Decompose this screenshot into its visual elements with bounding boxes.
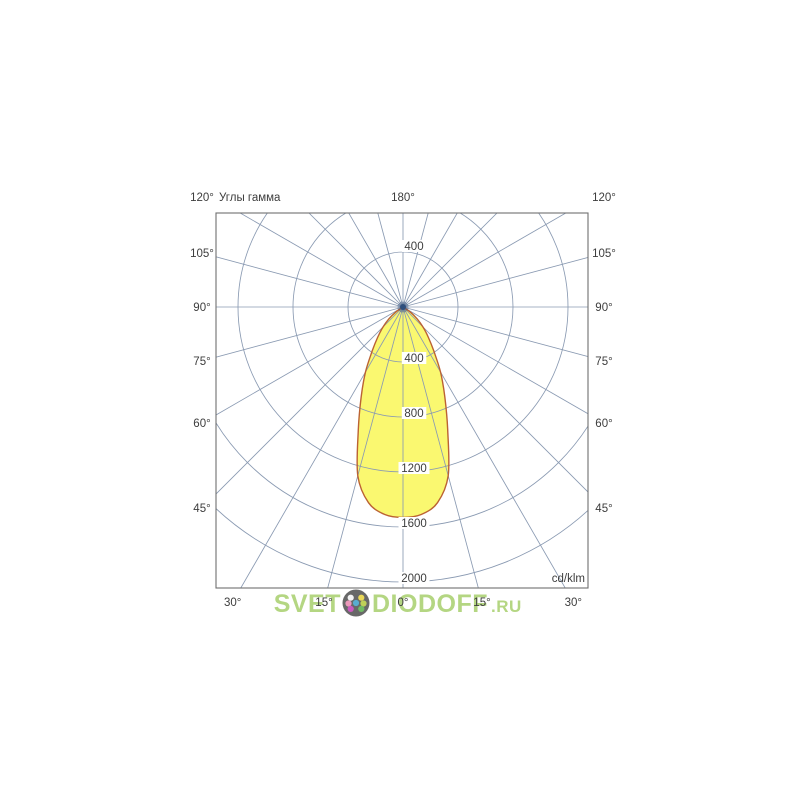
- tick-label-bg: [401, 240, 427, 252]
- watermark-text-prefix: SVET: [274, 590, 341, 618]
- side-angle-label-left: 75°: [193, 356, 210, 368]
- tick-label-bg: [398, 572, 430, 584]
- bottom-angle-label: 15°: [315, 597, 332, 609]
- grid-radial-line: [216, 306, 404, 358]
- plot-border: [215, 212, 589, 589]
- grid-radial-line: [402, 306, 479, 588]
- side-angle-label-right: 90°: [595, 302, 612, 314]
- radial-tick-labels: 400 400 800 1200 1600 2000: [398, 240, 430, 585]
- grid-radial-line: [377, 213, 404, 308]
- tick-label-bg: [401, 407, 427, 419]
- grid-radial-line: [308, 213, 404, 308]
- grid-radial-line: [402, 306, 588, 358]
- logo-dot: [358, 594, 365, 601]
- side-angle-label-left: 45°: [193, 503, 210, 515]
- bottom-angle-label: 30°: [565, 597, 582, 609]
- side-angle-label-right: 60°: [595, 418, 612, 430]
- top-angle-label: 180°: [391, 192, 415, 204]
- watermark-text-tld: .RU: [491, 597, 522, 616]
- logo-dot: [347, 594, 354, 601]
- grid-radial-line: [402, 306, 588, 415]
- radial-tick-label: 1600: [401, 518, 427, 530]
- side-angle-label-right: 105°: [592, 248, 616, 260]
- bottom-angle-label: 15°: [473, 597, 490, 609]
- units-label: cd/klm: [552, 573, 585, 585]
- watermark-logo-icon: [342, 589, 370, 617]
- grid-radial-line: [216, 306, 404, 495]
- radial-tick-label: 400: [404, 241, 423, 253]
- grid-radial-line: [402, 306, 588, 493]
- grid-radial-line: [239, 213, 404, 308]
- grid-radial-line: [402, 213, 498, 308]
- grid-radial-line: [402, 213, 567, 308]
- grid-radial-line: [348, 213, 404, 308]
- side-angle-label-right: 45°: [595, 503, 612, 515]
- corner-angle-label-left: 120°: [190, 192, 214, 204]
- logo-dot: [352, 599, 360, 607]
- bottom-angle-label: 30°: [224, 597, 241, 609]
- corner-angle-label-right: 120°: [592, 192, 616, 204]
- logo-dot: [360, 600, 367, 607]
- radial-tick-label: 400: [404, 353, 423, 365]
- grid-radial-line: [327, 306, 404, 588]
- origin-dot: [400, 304, 406, 310]
- gamma-angle-labels: 105° 105° 90° 90° 75° 75° 60° 60° 45° 45° 30° 15° 0°…: [190, 248, 616, 609]
- side-angle-label-left: 60°: [193, 418, 210, 430]
- grid-radial-line: [402, 213, 458, 308]
- logo-dot: [358, 605, 365, 613]
- side-angle-label-left: 105°: [190, 248, 214, 260]
- watermark-text-suffix: DIODOFF: [372, 590, 488, 618]
- diagram-title: Углы гамма: [219, 192, 281, 204]
- origin-point: [397, 301, 409, 313]
- logo-dot: [347, 605, 354, 613]
- radial-tick-label: 1200: [401, 463, 427, 475]
- header-row: 120° Углы гамма 180° 120°: [190, 192, 616, 204]
- radial-tick-label: 800: [404, 408, 423, 420]
- grid-radial-line: [402, 213, 429, 308]
- bottom-angle-label: 0°: [398, 597, 409, 609]
- tick-label-bg: [398, 462, 430, 474]
- grid-radial-line: [402, 256, 588, 308]
- side-angle-label-left: 90°: [193, 302, 210, 314]
- tick-label-bg: [401, 352, 427, 364]
- side-angle-label-right: 75°: [595, 356, 612, 368]
- grid-radial-line: [216, 306, 404, 416]
- tick-label-bg: [398, 517, 430, 529]
- radial-tick-label: 2000: [401, 573, 427, 585]
- logo-dot: [345, 600, 352, 607]
- watermark: SVET DIODOFF .RU: [274, 589, 522, 618]
- grid-radial-line: [216, 256, 404, 308]
